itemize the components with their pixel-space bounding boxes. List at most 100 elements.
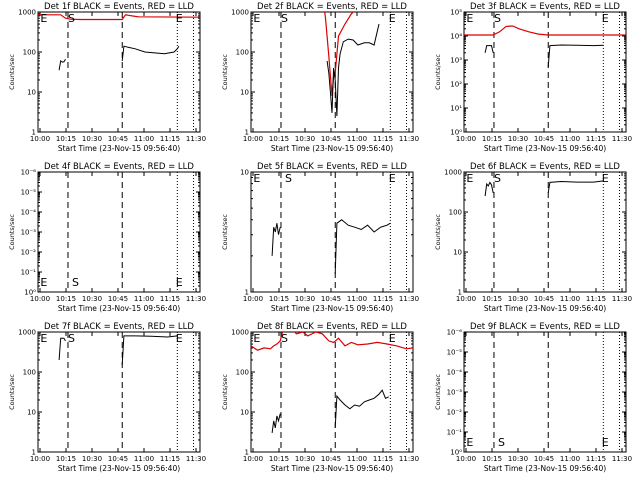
x-tick-label: 11:00 [560,135,580,143]
marker-e-0: E [253,332,260,345]
panel-d7: Det 7f BLACK = Events, RED = LLD 1 10 100 10… [8,322,206,473]
x-tick-label: 11:30 [399,455,419,463]
events-series-line [484,44,604,68]
marker-e-0: E [466,436,473,449]
x-tick-label: 10:45 [108,135,128,143]
panel-title: Det 1f BLACK = Events, RED = LLD [44,2,194,12]
panel-d2: Det 2f BLACK = Events, RED = LLD 1 10 100 10… [221,2,419,153]
marker-s-1: S [68,332,75,345]
y-tick-label: 1000 [18,9,36,17]
x-tick-label: 10:30 [508,295,528,303]
y-tick-label: 10⁻⁶ [21,169,37,177]
x-tick-label: 10:00 [30,295,50,303]
marker-e-0: E [40,276,47,289]
panel-title: Det 2f BLACK = Events, RED = LLD [257,2,407,12]
y-tick-label: 10 [240,169,249,177]
y-tick-label: 10² [450,81,462,89]
x-tick-label: 11:30 [186,455,206,463]
x-tick-label: 10:45 [534,135,554,143]
x-tick-label: 11:30 [186,135,206,143]
marker-e-2: E [176,276,183,289]
x-tick-label: 11:15 [586,295,606,303]
x-tick-label: 11:00 [347,455,367,463]
x-tick-label: 10:15 [482,455,502,463]
events-series-line [58,45,180,71]
panel-d3: Det 3f BLACK = Events, RED = LLD 10⁰ 10¹ 10… [434,2,632,153]
x-tick-label: 11:15 [160,135,180,143]
marker-e-2: E [602,12,609,25]
y-tick-label: 10⁻⁵ [21,189,37,197]
x-tick-label: 10:00 [30,455,50,463]
x-tick-label: 10:00 [30,135,50,143]
x-tick-label: 10:45 [108,295,128,303]
events-series-line [484,180,604,197]
y-axis-label: Counts/sec [8,214,16,250]
y-tick-label: 10⁻³ [21,229,37,237]
x-tick-label: 11:30 [399,135,419,143]
x-tick-label: 11:15 [160,455,180,463]
x-tick-label: 10:15 [56,455,76,463]
x-tick-label: 10:30 [82,295,102,303]
marker-s-1: S [494,172,501,185]
x-axis-label: Start Time (23-Nov-15 09:56:40) [58,304,180,313]
y-tick-label: 10⁻² [21,249,37,257]
x-tick-label: 10:30 [508,135,528,143]
x-tick-label: 10:45 [321,295,341,303]
plot-frame [37,331,201,453]
x-tick-label: 10:30 [508,455,528,463]
marker-e-2: E [389,332,396,345]
x-tick-label: 11:15 [586,455,606,463]
plot-frame [250,171,414,293]
panel-title: Det 9f BLACK = Events, RED = LLD [470,322,620,332]
plot-frame [250,331,414,453]
x-axis-label: Start Time (23-Nov-15 09:56:40) [271,144,393,153]
x-axis-label: Start Time (23-Nov-15 09:56:40) [484,304,606,313]
x-tick-label: 10:00 [456,135,476,143]
y-tick-label: 100 [449,209,462,217]
panel-d6: Det 6f BLACK = Events, RED = LLD 1 10 100 10… [434,162,632,313]
panel-d8: Det 8f BLACK = Events, RED = LLD 1 10 100 10… [221,322,419,473]
y-axis-label: Counts/sec [434,54,442,90]
x-tick-label: 10:30 [295,135,315,143]
x-tick-label: 11:15 [160,295,180,303]
x-tick-label: 10:45 [321,455,341,463]
x-tick-label: 10:00 [456,455,476,463]
y-tick-label: 100 [236,369,249,377]
panel-d4: Det 4f BLACK = Events, RED = LLD 10⁰ 10⁻¹ 1… [8,162,206,313]
x-tick-label: 11:00 [347,295,367,303]
lld-series-line [324,12,355,96]
x-tick-label: 11:30 [612,295,632,303]
y-tick-label: 10⁰ [450,129,462,137]
y-tick-label: 10³ [450,57,462,65]
y-tick-label: 1000 [18,329,36,337]
x-tick-label: 11:00 [134,135,154,143]
x-tick-label: 11:30 [186,295,206,303]
x-tick-label: 10:15 [269,295,289,303]
x-tick-label: 10:15 [269,135,289,143]
y-tick-label: 10⁻³ [447,389,463,397]
panel-title: Det 3f BLACK = Events, RED = LLD [470,2,620,12]
y-axis-label: Counts/sec [221,374,229,410]
x-tick-label: 10:45 [534,295,554,303]
y-tick-label: 10 [240,89,249,97]
marker-e-0: E [40,332,47,345]
y-tick-label: 1000 [231,9,249,17]
x-tick-label: 11:15 [373,135,393,143]
x-tick-label: 10:30 [295,295,315,303]
y-tick-label: 1 [32,129,36,137]
y-tick-label: 10⁻¹ [447,429,463,437]
y-tick-label: 10⁻² [447,409,463,417]
x-tick-label: 11:30 [399,295,419,303]
marker-e-0: E [466,172,473,185]
lld-series-line [464,25,626,36]
x-tick-label: 10:15 [56,295,76,303]
y-tick-label: 1 [245,449,249,457]
x-axis-label: Start Time (23-Nov-15 09:56:40) [484,464,606,473]
y-tick-label: 10⁻¹ [21,269,37,277]
y-tick-label: 10⁻⁶ [447,329,463,337]
y-tick-label: 1 [458,289,462,297]
panel-title: Det 7f BLACK = Events, RED = LLD [44,322,194,332]
events-series-line [271,219,391,274]
y-tick-label: 10 [27,409,36,417]
